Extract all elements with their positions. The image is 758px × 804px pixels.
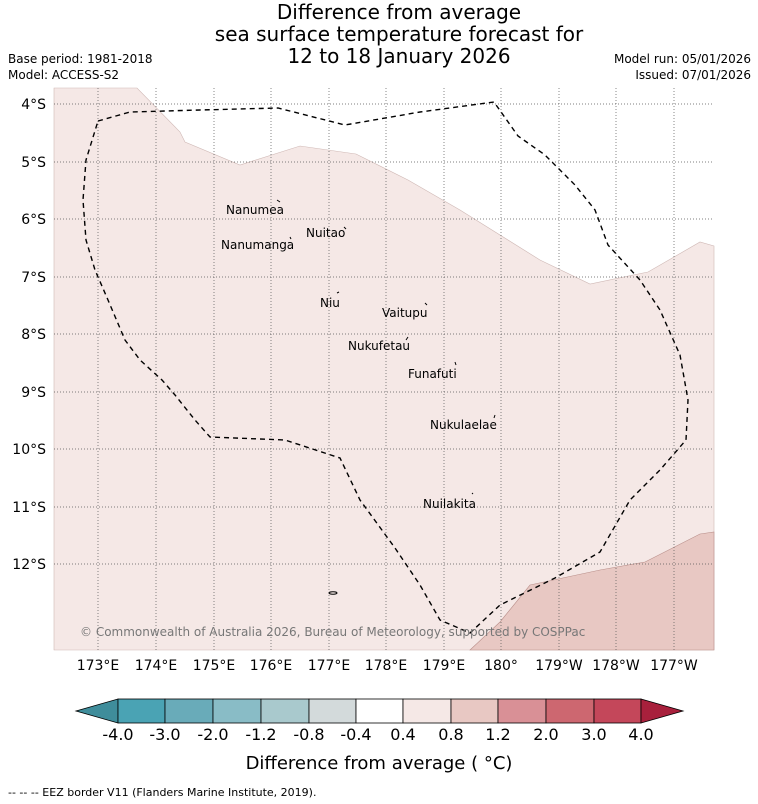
place-nanumea: Nanumea	[226, 203, 284, 217]
anomaly-region-light	[53, 87, 715, 651]
eez-border	[82, 101, 689, 634]
place-funafuti: Funafuti	[408, 367, 457, 381]
place-nanumanga: Nanumanga	[221, 238, 294, 252]
colorbar	[74, 698, 685, 724]
place-nukufetau: Nukufetau	[348, 339, 410, 353]
lat-label-6s: 6°S	[21, 212, 46, 228]
lon-label-178w: 178°W	[592, 658, 640, 674]
lon-label-179w: 179°W	[535, 658, 583, 674]
issued-date: Issued: 07/01/2026	[635, 68, 751, 82]
colorbar-tick: -4.0	[102, 725, 133, 744]
lon-label-178e: 178°E	[365, 658, 408, 674]
lon-label-176e: 176°E	[250, 658, 293, 674]
title-line-3: 12 to 18 January 2026	[287, 44, 511, 68]
place-niu: Niu	[320, 296, 340, 310]
lon-label-177w: 177°W	[650, 658, 698, 674]
lon-label-175e: 175°E	[193, 658, 236, 674]
lon-label-173e: 173°E	[77, 658, 120, 674]
colorbar-segment-3	[212, 698, 262, 724]
lat-label-9s: 9°S	[21, 385, 46, 401]
colorbar-tick: 3.0	[581, 725, 606, 744]
colorbar-ticks: -4.0 -3.0 -2.0 -1.2 -0.8 -0.4 0.4 0.8 1.…	[102, 725, 653, 744]
colorbar-segment-4	[260, 698, 310, 724]
lat-label-11s: 11°S	[12, 500, 46, 516]
colorbar-segment-8	[450, 698, 499, 724]
colorbar-segment-10	[545, 698, 595, 724]
colorbar-label: Difference from average ( °C)	[246, 753, 513, 774]
colorbar-arrow-right	[640, 698, 685, 724]
colorbar-tick: -0.8	[293, 725, 324, 744]
model-run: Model run: 05/01/2026	[613, 52, 751, 66]
colorbar-segment-7	[402, 698, 452, 724]
anomaly-region-medium	[469, 531, 715, 651]
lat-label-7s: 7°S	[21, 270, 46, 286]
title-line-1: Difference from average	[276, 0, 522, 24]
latitude-labels: 4°S 5°S 6°S 7°S 8°S 9°S 10°S 11°S 12°S	[12, 97, 46, 573]
grid-lines	[54, 88, 714, 650]
colorbar-segment-6	[355, 698, 404, 724]
place-nukulaelae: Nukulaelae	[430, 418, 497, 432]
place-vaitupu: Vaitupu	[382, 306, 428, 320]
lat-label-8s: 8°S	[21, 327, 46, 343]
lon-label-174e: 174°E	[135, 658, 178, 674]
colorbar-arrow-left	[74, 698, 119, 724]
lat-label-5s: 5°S	[21, 155, 46, 171]
colorbar-tick: 0.8	[438, 725, 463, 744]
lon-label-179e: 179°E	[423, 658, 466, 674]
colorbar-tick: 1.2	[485, 725, 510, 744]
colorbar-tick: -1.2	[245, 725, 276, 744]
copyright-note: © Commonwealth of Australia 2026, Bureau…	[80, 625, 585, 639]
title-line-2: sea surface temperature forecast for	[214, 22, 584, 46]
lat-label-10s: 10°S	[12, 442, 46, 458]
base-period: Base period: 1981-2018	[8, 52, 153, 66]
longitude-labels: 173°E 174°E 175°E 176°E 177°E 178°E 179°…	[77, 658, 698, 674]
colorbar-tick: 2.0	[533, 725, 558, 744]
island-marks	[276, 199, 496, 595]
colorbar-segment-9	[497, 698, 547, 724]
model-name: Model: ACCESS-S2	[8, 68, 120, 82]
colorbar-segment-2	[164, 698, 214, 724]
colorbar-tick: -0.4	[340, 725, 371, 744]
lat-label-4s: 4°S	[21, 97, 46, 113]
lon-label-177e: 177°E	[308, 658, 351, 674]
lat-label-12s: 12°S	[12, 557, 46, 573]
colorbar-tick: -3.0	[149, 725, 180, 744]
colorbar-tick: 0.4	[390, 725, 415, 744]
colorbar-segment-1	[117, 698, 166, 724]
colorbar-tick: 4.0	[628, 725, 653, 744]
lon-label-180: 180°	[484, 658, 518, 674]
colorbar-segment-11	[593, 698, 642, 724]
place-nuitao: Nuitao	[306, 226, 345, 240]
colorbar-segment-5	[308, 698, 357, 724]
place-nuilakita: Nuilakita	[423, 497, 476, 511]
colorbar-tick: -2.0	[197, 725, 228, 744]
eez-legend-note: -- -- -- EEZ border V11 (Flanders Marine…	[8, 786, 317, 799]
